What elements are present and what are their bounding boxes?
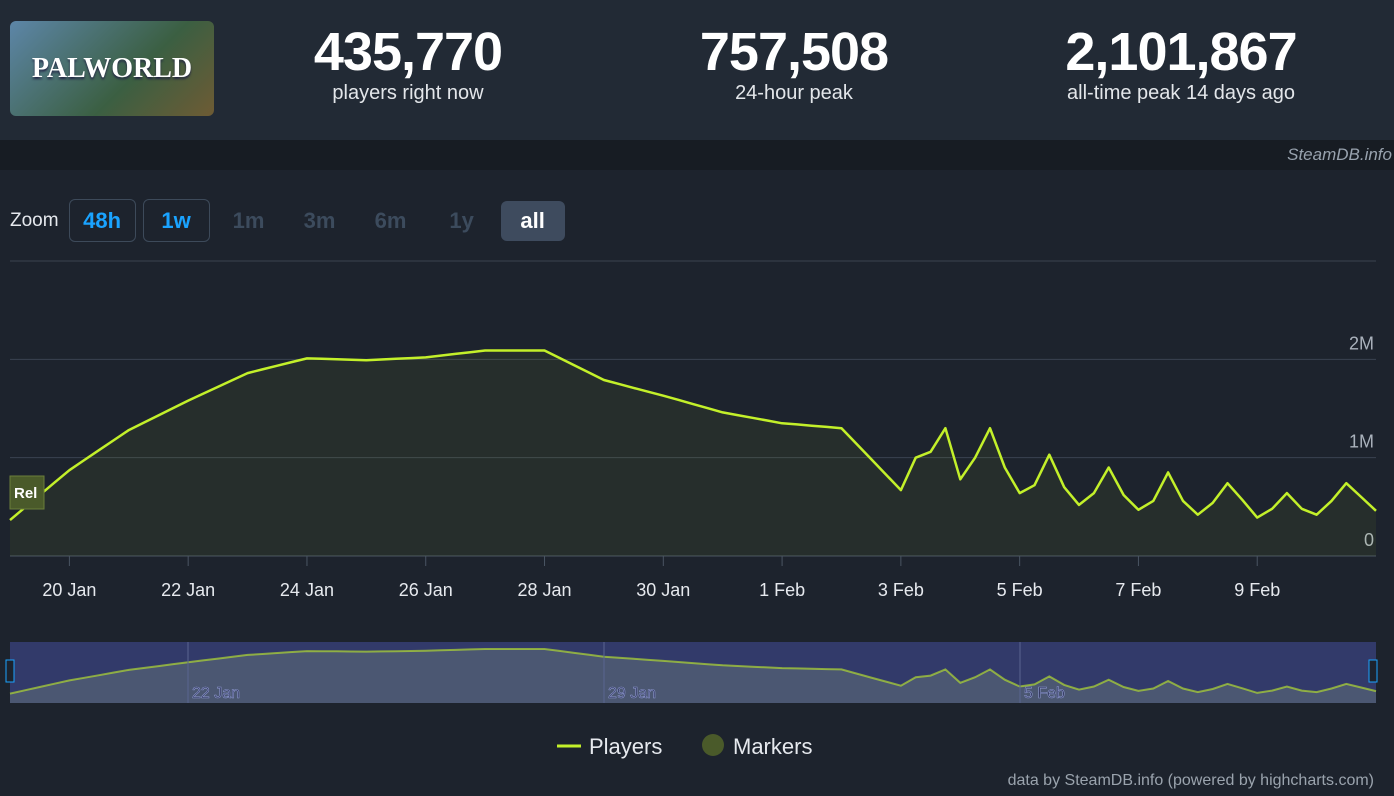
x-tick-label: 7 Feb bbox=[1115, 580, 1161, 600]
legend-symbol bbox=[702, 734, 724, 756]
legend-label[interactable]: Players bbox=[589, 734, 662, 759]
navigator-handle[interactable] bbox=[1368, 659, 1378, 683]
zoom-button[interactable]: 48h bbox=[68, 199, 136, 242]
stat-label: players right now bbox=[332, 82, 484, 104]
navigator-label: 29 Jan bbox=[608, 685, 656, 702]
navigator-label: 22 Jan bbox=[192, 685, 240, 702]
navigator-area bbox=[10, 649, 1376, 703]
header: PALWORLD 435,770 players right now 757,50… bbox=[0, 0, 1394, 140]
y-tick-label: 2M bbox=[1349, 333, 1374, 353]
zoom-button[interactable]: 6m bbox=[374, 207, 407, 233]
zoom-button[interactable]: 1y bbox=[449, 207, 474, 233]
x-tick-label: 28 Jan bbox=[517, 580, 571, 600]
legend-label[interactable]: Markers bbox=[733, 734, 812, 759]
x-tick-label: 22 Jan bbox=[161, 580, 215, 600]
x-tick-label: 30 Jan bbox=[636, 580, 690, 600]
zoom-label: Zoom bbox=[10, 209, 59, 231]
stat-value: 435,770 bbox=[313, 22, 503, 82]
zoom-button[interactable]: 3m bbox=[303, 207, 336, 233]
strip bbox=[0, 140, 1394, 170]
stat-value: 2,101,867 bbox=[1065, 22, 1297, 82]
navigator-label: 5 Feb bbox=[1024, 685, 1065, 702]
navigator-window[interactable] bbox=[10, 642, 1376, 703]
y-tick-label: 0 bbox=[1364, 530, 1374, 550]
game-logo[interactable]: PALWORLD bbox=[10, 21, 214, 116]
x-tick-label: 3 Feb bbox=[878, 580, 924, 600]
marker bbox=[9, 475, 45, 510]
x-tick-label: 5 Feb bbox=[997, 580, 1043, 600]
zoom-button[interactable]: 1m bbox=[232, 207, 265, 233]
stat: 2,101,867 all-time peak 14 days ago bbox=[991, 22, 1371, 105]
y-tick-label: 1M bbox=[1349, 432, 1374, 452]
marker-label: Rel bbox=[14, 485, 37, 502]
credits[interactable]: data by SteamDB.info (powered by highcha… bbox=[1007, 772, 1374, 789]
zoom-button[interactable]: all bbox=[500, 200, 565, 241]
zoom-button[interactable]: 1w bbox=[142, 199, 210, 242]
stat-label: 24-hour peak bbox=[735, 82, 853, 104]
stat-label: all-time peak 14 days ago bbox=[1067, 82, 1295, 104]
zoom-bar: Zoom 48h 1w 1m 3m 6m 1y all bbox=[10, 199, 565, 242]
x-tick-label: 26 Jan bbox=[399, 580, 453, 600]
area bbox=[10, 350, 1376, 556]
stat: 435,770 players right now bbox=[218, 22, 598, 105]
navigator-line bbox=[9, 648, 1377, 695]
line bbox=[9, 349, 1377, 522]
x-tick-label: 1 Feb bbox=[759, 580, 805, 600]
navigator-handle[interactable] bbox=[5, 659, 15, 683]
stat: 757,508 24-hour peak bbox=[604, 22, 984, 105]
x-tick-label: 24 Jan bbox=[280, 580, 334, 600]
x-tick-label: 9 Feb bbox=[1234, 580, 1280, 600]
x-tick-label: 20 Jan bbox=[42, 580, 96, 600]
stat-value: 757,508 bbox=[699, 22, 889, 82]
brand[interactable]: SteamDB.info bbox=[1287, 145, 1392, 164]
